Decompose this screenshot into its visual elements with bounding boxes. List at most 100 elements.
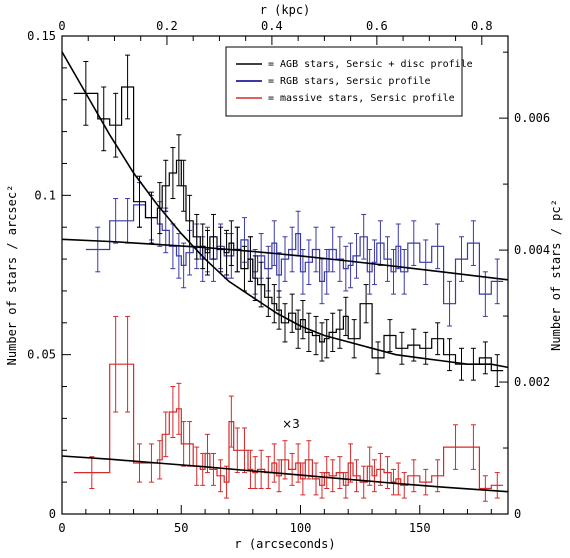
error-bar-massive (367, 446, 373, 486)
error-bar-agb (399, 331, 405, 365)
error-bar-rgb (391, 249, 397, 295)
error-bar-rgb (324, 249, 330, 295)
error-bar-rgb (494, 258, 500, 305)
y-axis-label: Number of stars / arcsec² (5, 185, 19, 366)
error-bar-agb (306, 312, 312, 352)
error-bar-massive (224, 465, 230, 499)
error-bar-agb (224, 229, 230, 276)
error-bar-agb (204, 229, 210, 276)
error-bar-massive (306, 440, 312, 480)
top-tick-label: 0.8 (471, 19, 493, 33)
error-bar-massive (401, 472, 407, 499)
error-bar-agb (265, 277, 271, 317)
axis-ticks (61, 35, 508, 515)
error-bar-massive (371, 459, 377, 493)
error-bar-massive (137, 443, 143, 483)
right-tick-label: 0.004 (514, 243, 550, 257)
error-bar-agb (313, 315, 319, 356)
error-bar-massive (218, 459, 224, 493)
model-curves (61, 51, 509, 493)
y-tick-label: 0.05 (27, 348, 56, 362)
error-bar-massive (204, 433, 210, 474)
error-bar-agb (282, 303, 288, 343)
error-bar-agb (247, 236, 253, 282)
error-bar-agb (271, 284, 277, 324)
legend-label-agb: = AGB stars, Sersic + disc profile (268, 59, 473, 70)
y-tick-label: 0 (49, 507, 56, 521)
error-bar-rgb (306, 239, 312, 286)
legend-label-massive: = massive stars, Sersic profile (268, 93, 455, 104)
error-bar-rgb (371, 239, 377, 286)
error-bar-massive (200, 452, 206, 486)
legend: = AGB stars, Sersic + disc profile = RGB… (225, 46, 473, 117)
error-bar-agb (300, 299, 306, 340)
error-bar-massive (210, 452, 216, 486)
error-bar-massive (423, 468, 429, 496)
error-bar-massive (234, 427, 240, 474)
error-bar-massive (241, 427, 247, 474)
error-bar-rgb (411, 220, 417, 266)
series-massive (73, 315, 504, 502)
error-bar-agb (137, 175, 143, 228)
error-bar-rgb (181, 242, 187, 289)
plot-frame (61, 35, 509, 515)
error-bar-rgb (95, 226, 101, 273)
error-bar-massive (377, 452, 383, 486)
error-bar-agb (210, 213, 216, 260)
error-bar-agb (387, 319, 393, 352)
error-bar-massive (170, 386, 176, 439)
error-bar-agb (113, 92, 119, 158)
error-bar-agb (148, 191, 154, 244)
error-bar-agb (276, 290, 282, 330)
error-bar-massive (354, 459, 360, 493)
error-bar-massive (411, 459, 417, 493)
error-bar-massive (163, 411, 169, 458)
top-axis-label: r (kpc) (260, 3, 311, 17)
error-bar-rgb (361, 213, 367, 260)
error-bar-agb (181, 159, 187, 212)
x-tick-label: 50 (174, 521, 188, 535)
error-bar-massive (228, 395, 234, 448)
annotation-times-three: ×3 (282, 417, 300, 431)
top-tick-label: 0 (58, 19, 65, 33)
error-bar-massive (343, 472, 349, 499)
series-agb (73, 54, 504, 388)
error-bar-agb (289, 293, 295, 333)
error-bar-massive (300, 462, 306, 496)
error-bar-massive (453, 424, 459, 470)
error-bar-massive (113, 315, 119, 413)
error-bar-rgb (447, 280, 453, 327)
error-bar-massive (181, 421, 187, 467)
error-bar-agb (319, 322, 325, 362)
x-tick-label: 100 (290, 521, 312, 535)
error-bar-rgb (271, 220, 277, 266)
error-bar-rgb (470, 220, 476, 266)
top-tick-label: 0.2 (156, 19, 178, 33)
error-bar-agb (324, 319, 330, 359)
y-tick-label: 0.1 (34, 188, 56, 202)
error-bar-agb (435, 322, 441, 356)
model-curve-agb (61, 51, 509, 369)
x-tick-label: 150 (409, 521, 431, 535)
error-bar-agb (176, 134, 182, 187)
error-bar-rgb (348, 242, 354, 289)
top-tick-label: 0.6 (366, 19, 388, 33)
error-bar-massive (247, 449, 253, 490)
right-tick-label: 0.006 (514, 111, 550, 125)
error-bar-massive (324, 456, 330, 490)
error-bar-agb (258, 261, 264, 308)
error-bar-massive (482, 475, 488, 502)
error-bar-massive (289, 452, 295, 486)
model-curve-massive (61, 455, 509, 493)
error-bar-agb (375, 341, 381, 375)
error-bar-rgb (289, 226, 295, 273)
error-bar-agb (337, 309, 343, 349)
error-bar-rgb (423, 239, 429, 286)
top-tick-label: 0.4 (261, 19, 283, 33)
error-bar-agb (101, 86, 107, 152)
error-bar-rgb (401, 249, 407, 295)
error-bar-rgb (482, 271, 488, 317)
error-bar-agb (200, 223, 206, 270)
